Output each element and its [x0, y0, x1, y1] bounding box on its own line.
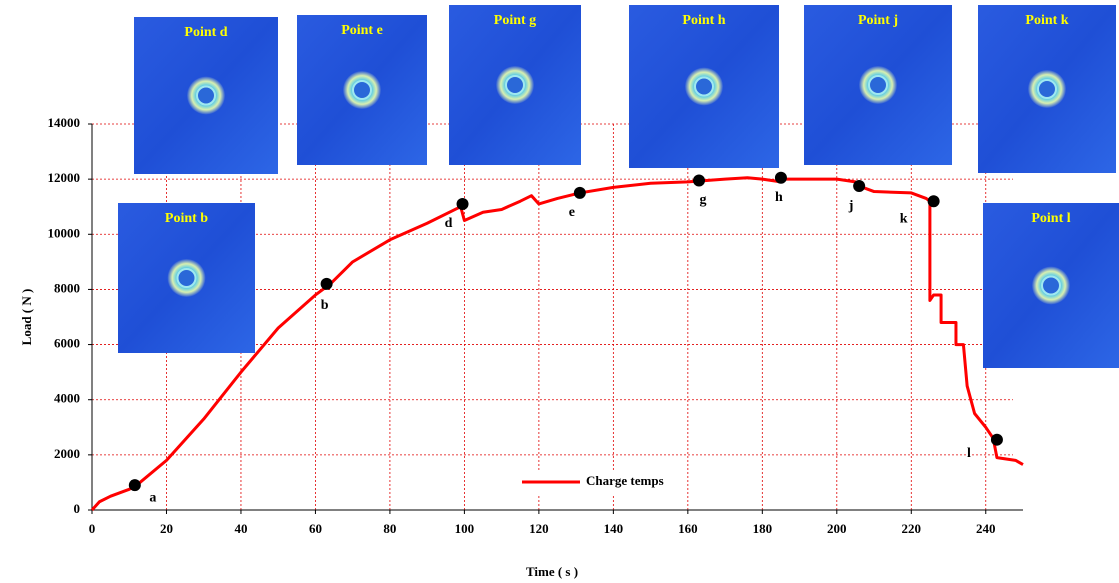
y-tick-label: 4000	[54, 391, 80, 406]
x-tick-label: 0	[89, 521, 96, 536]
point-label: a	[149, 490, 156, 505]
x-tick-label: 240	[976, 521, 996, 536]
inset-nut-core	[868, 75, 888, 95]
inset-title: Point j	[858, 13, 898, 28]
point-marker	[990, 433, 1003, 446]
point-marker	[774, 171, 787, 184]
x-tick-label: 180	[753, 521, 773, 536]
inset-title: Point l	[1031, 211, 1070, 226]
point-marker	[927, 195, 940, 208]
x-tick-label: 160	[678, 521, 698, 536]
inset-nut-core	[352, 80, 372, 100]
inset-nut-core	[176, 268, 197, 288]
point-marker	[128, 479, 141, 492]
y-tick-label: 14000	[48, 115, 81, 130]
point-label: j	[848, 198, 854, 213]
y-tick-label: 12000	[48, 170, 81, 185]
point-marker	[573, 186, 586, 199]
y-axis-label: Load ( N )	[19, 289, 34, 346]
inset-nut-core	[196, 85, 216, 106]
point-marker	[693, 174, 706, 187]
inset-title: Point g	[494, 13, 536, 28]
x-tick-label: 200	[827, 521, 847, 536]
point-marker	[320, 277, 333, 290]
point-label: d	[445, 216, 453, 231]
x-tick-label: 60	[309, 521, 322, 536]
point-label: h	[775, 190, 783, 205]
point-marker	[456, 197, 469, 210]
point-marker	[853, 180, 866, 193]
x-tick-label: 20	[160, 521, 173, 536]
x-tick-label: 140	[604, 521, 624, 536]
x-axis-label: Time ( s )	[526, 564, 578, 579]
inset-title: Point e	[341, 23, 383, 38]
insets: Point b Point d Point e Point g Point h Point…	[118, 5, 1119, 368]
y-tick-label: 0	[74, 501, 81, 516]
y-tick-label: 10000	[48, 225, 81, 240]
x-tick-label: 220	[902, 521, 922, 536]
line	[90, 176, 1024, 512]
point-label: l	[967, 446, 971, 461]
point-label: e	[569, 205, 575, 220]
inset-title: Point k	[1025, 13, 1068, 28]
y-tick-label: 8000	[54, 280, 80, 295]
point-label: b	[321, 298, 329, 313]
inset-nut-core	[1037, 79, 1057, 99]
legend-label: Charge temps	[586, 473, 664, 488]
point-label: k	[900, 211, 908, 226]
inset-nut-core	[505, 75, 525, 95]
inset-title: Point b	[165, 211, 208, 226]
y-tick-label: 2000	[54, 446, 80, 461]
x-tick-label: 80	[383, 521, 396, 536]
x-tick-label: 120	[529, 521, 549, 536]
x-tick-label: 40	[234, 521, 247, 536]
inset-nut-core	[694, 76, 714, 97]
point-label: g	[700, 193, 707, 208]
inset-title: Point h	[682, 13, 725, 28]
x-tick-label: 100	[455, 521, 475, 536]
y-tick-label: 6000	[54, 336, 80, 351]
inset-nut-core	[1041, 275, 1061, 296]
inset-title: Point d	[184, 25, 227, 40]
